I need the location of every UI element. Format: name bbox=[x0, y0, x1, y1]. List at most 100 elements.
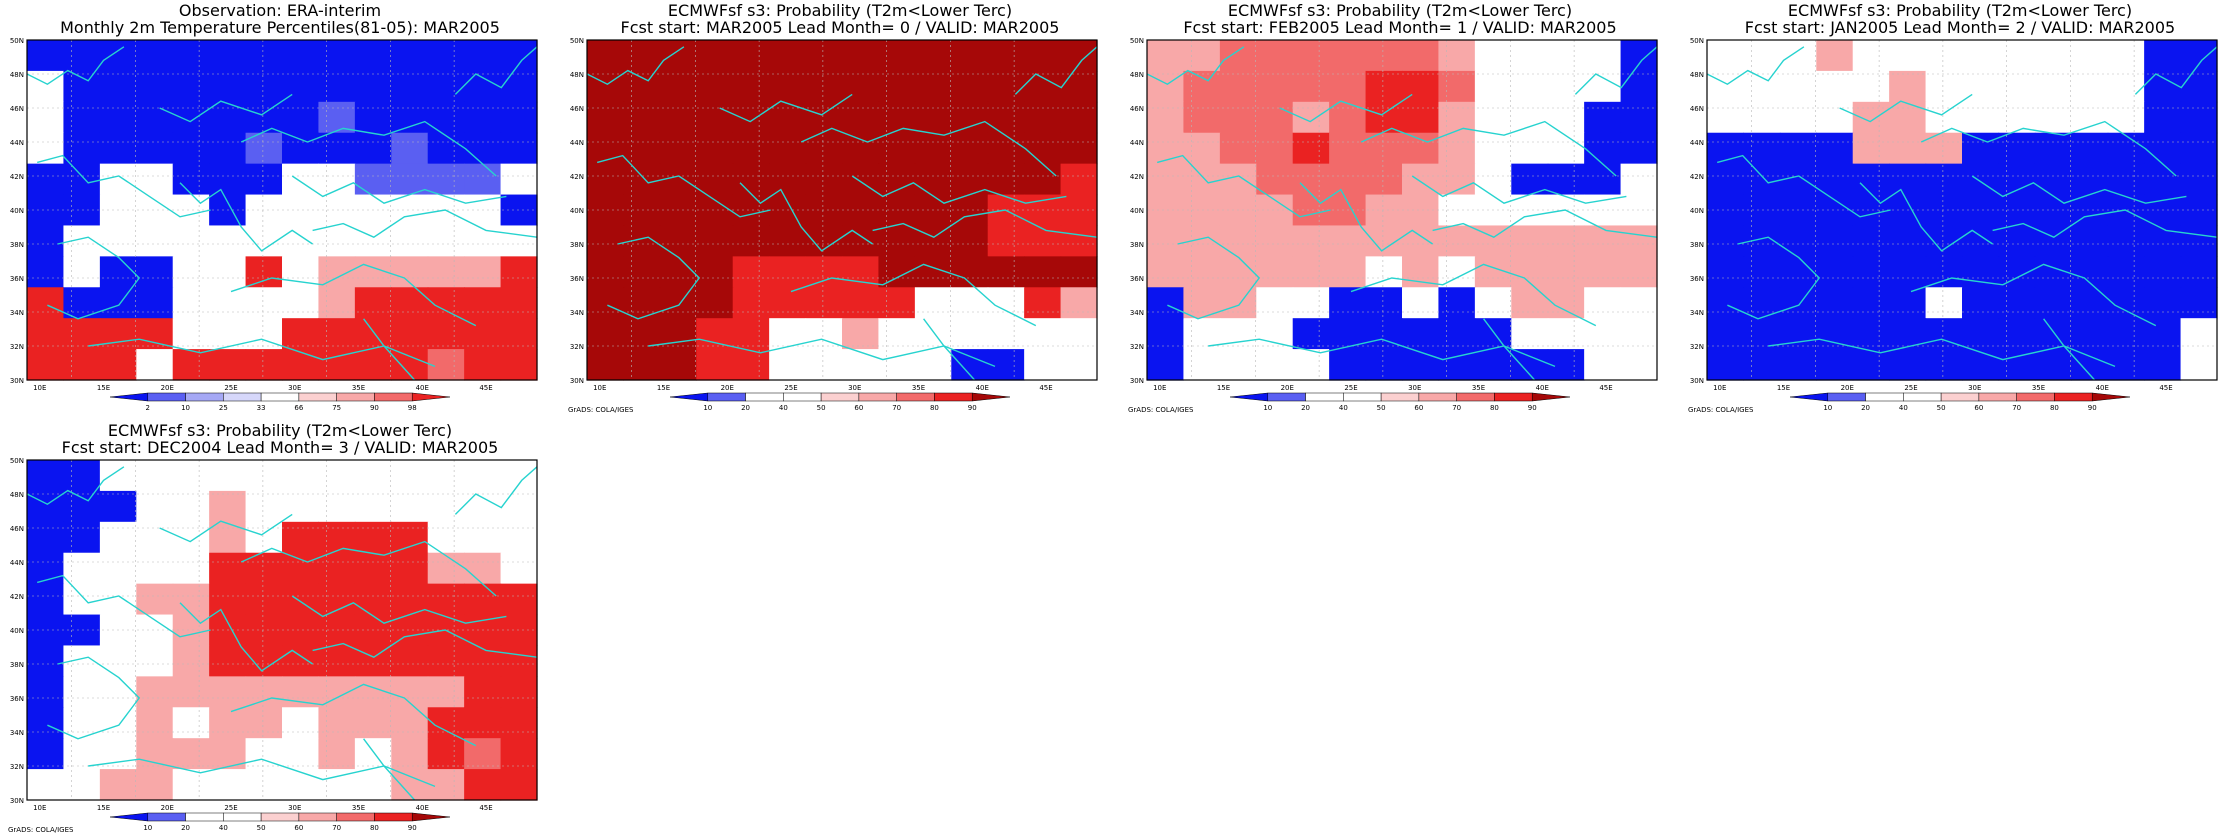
grid-cell bbox=[354, 521, 392, 554]
grid-cell bbox=[1779, 256, 1817, 288]
grid-cell bbox=[245, 256, 283, 288]
grid-cell bbox=[2071, 132, 2109, 165]
panel-title-line2: Fcst start: FEB2005 Lead Month= 1 / VALI… bbox=[1183, 18, 1617, 37]
grid-cell bbox=[2107, 163, 2145, 196]
latitude-label: 50N bbox=[10, 37, 24, 45]
grid-cell bbox=[500, 614, 538, 647]
grid-cell bbox=[1816, 225, 1854, 257]
coastline bbox=[454, 466, 538, 515]
grid-cell bbox=[1024, 194, 1062, 227]
grid-cell bbox=[464, 132, 502, 165]
grid-cell bbox=[1584, 163, 1622, 196]
grid-cell bbox=[1547, 318, 1585, 350]
longitude-label: 45E bbox=[1599, 384, 1612, 392]
grid-cell bbox=[464, 769, 502, 801]
grid-cell bbox=[1219, 40, 1257, 72]
grid-cell bbox=[2144, 70, 2182, 103]
grid-cell bbox=[2180, 349, 2218, 381]
latitude-label: 32N bbox=[1130, 343, 1144, 351]
grid-cell bbox=[1998, 40, 2036, 72]
grid-cell bbox=[99, 521, 137, 554]
longitude-label: 15E bbox=[1217, 384, 1230, 392]
grid-cell bbox=[391, 40, 429, 72]
colorbar-label: 80 bbox=[930, 404, 939, 412]
grid-cell bbox=[1147, 256, 1185, 288]
colorbar-label: 20 bbox=[741, 404, 750, 412]
panel-title-line2: Fcst start: JAN2005 Lead Month= 2 / VALI… bbox=[1744, 18, 2176, 37]
grid-cell bbox=[27, 490, 65, 523]
grid-cell bbox=[1147, 349, 1185, 381]
grid-cell bbox=[464, 70, 502, 103]
latitude-label: 38N bbox=[10, 241, 24, 249]
grid-cell bbox=[282, 460, 320, 492]
grid-cell bbox=[1256, 40, 1294, 72]
colorbar-label: 40 bbox=[1899, 404, 1908, 412]
grid-cell bbox=[1779, 287, 1817, 319]
grid-cell bbox=[2180, 225, 2218, 257]
grid-cell bbox=[769, 349, 807, 381]
grid-cell bbox=[63, 163, 101, 196]
longitude-label: 30E bbox=[288, 804, 301, 812]
colorbar-label: 80 bbox=[1490, 404, 1499, 412]
colorbar-segment bbox=[934, 392, 973, 402]
grid-cell bbox=[209, 132, 247, 165]
grid-cell bbox=[659, 318, 697, 350]
grid-cell bbox=[1816, 256, 1854, 288]
grid-cell bbox=[391, 225, 429, 257]
colorbar-segment bbox=[1305, 392, 1344, 402]
grid-cell bbox=[914, 349, 952, 381]
grid-cell bbox=[1852, 287, 1890, 319]
grads-credit: GrADS: COLA/IGES bbox=[8, 826, 74, 834]
grid-cell bbox=[2071, 225, 2109, 257]
grid-cell bbox=[245, 707, 283, 739]
longitude-label: 20E bbox=[1281, 384, 1294, 392]
grid-cell bbox=[1474, 70, 1512, 103]
grid-cell bbox=[2107, 349, 2145, 381]
coastline bbox=[159, 513, 293, 543]
grid-cell bbox=[1889, 194, 1927, 227]
grid-cell bbox=[99, 707, 137, 739]
grid-cell bbox=[1024, 101, 1062, 134]
latitude-label: 34N bbox=[1130, 309, 1144, 317]
grid-cell bbox=[464, 645, 502, 677]
grid-cell bbox=[136, 287, 174, 319]
grid-cell bbox=[951, 70, 989, 103]
grid-cell bbox=[1329, 349, 1367, 381]
map-svg: 50N 48N 46N 44N 42N 40N 38N 36N 34N 32N 30N 10E 15E 2… bbox=[570, 37, 1098, 412]
grid-cell bbox=[1511, 70, 1549, 103]
grid-cell bbox=[391, 318, 429, 350]
grid-cell bbox=[282, 287, 320, 319]
grid-cell bbox=[1584, 101, 1622, 134]
grid-cell bbox=[1743, 40, 1781, 72]
colorbar-segment bbox=[109, 812, 149, 822]
coastline bbox=[179, 182, 313, 252]
grid-cell bbox=[209, 490, 247, 523]
grid-cell bbox=[427, 583, 465, 616]
map-panel-lead-month-2: ECMWFsf s3: Probability (T2m<Lower Terc)… bbox=[1680, 0, 2240, 420]
grid-cell bbox=[318, 707, 356, 739]
grid-cell bbox=[1438, 225, 1476, 257]
grid-cell bbox=[1474, 101, 1512, 134]
grid-cell bbox=[27, 769, 65, 801]
grid-cell bbox=[1889, 349, 1927, 381]
grid-cell bbox=[136, 318, 174, 350]
panel-title-line2: Monthly 2m Temperature Percentiles(81-05… bbox=[60, 18, 500, 37]
longitude-label: 25E bbox=[224, 804, 237, 812]
grid-cell bbox=[27, 614, 65, 647]
coastline bbox=[1992, 209, 2218, 238]
grid-cell bbox=[2180, 318, 2218, 350]
grid-cell bbox=[1707, 287, 1745, 319]
map-frame bbox=[1146, 39, 1658, 381]
longitude-label: 45E bbox=[2159, 384, 2172, 392]
grid-cell bbox=[987, 101, 1025, 134]
colorbar-segment bbox=[185, 812, 224, 822]
grid-cell bbox=[1620, 132, 1658, 165]
colorbar-label: 70 bbox=[332, 824, 341, 832]
grid-cell bbox=[27, 101, 65, 134]
grid-cell bbox=[1620, 349, 1658, 381]
grid-cell bbox=[1547, 101, 1585, 134]
grid-cell bbox=[1060, 40, 1098, 72]
grid-cell bbox=[1060, 318, 1098, 350]
grid-cell bbox=[1147, 225, 1185, 257]
colorbar-label: 66 bbox=[294, 404, 303, 412]
